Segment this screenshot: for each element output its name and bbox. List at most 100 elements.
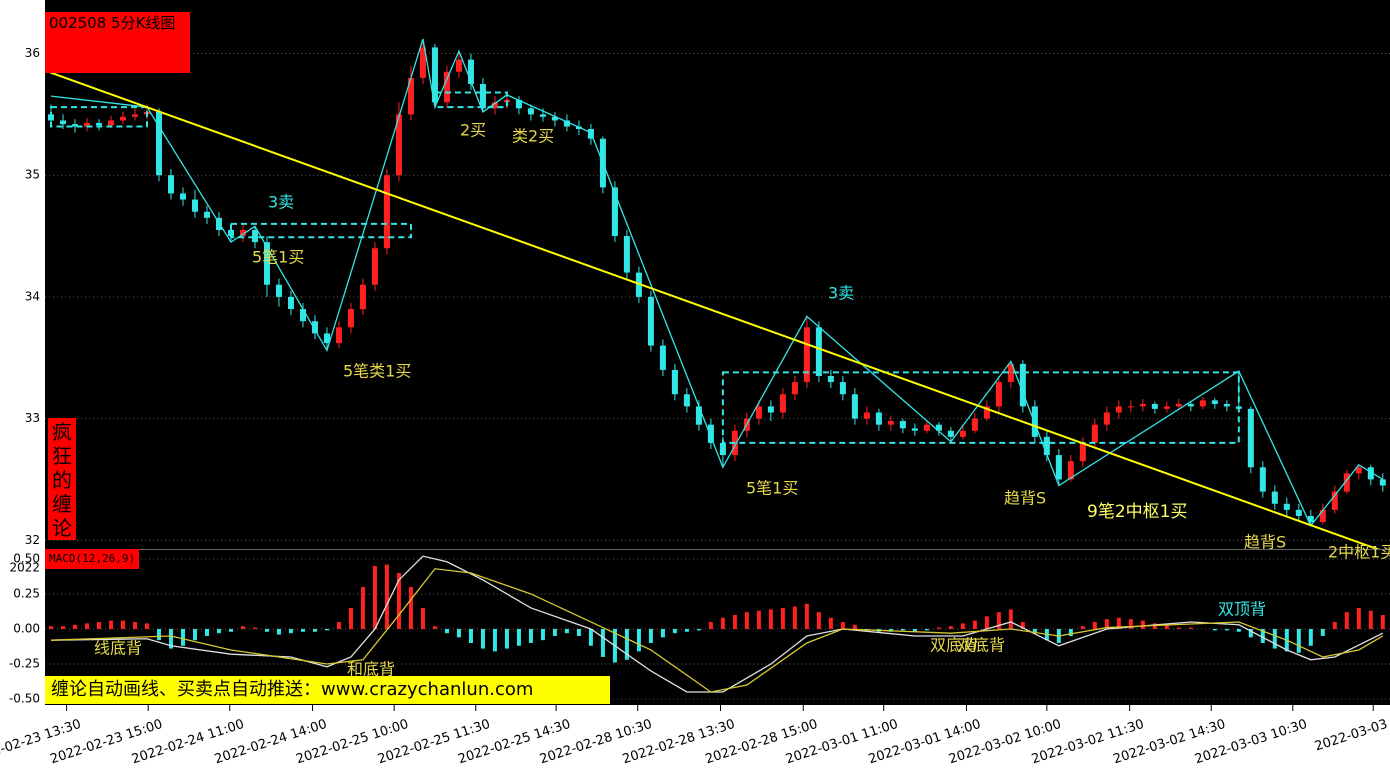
macd-bar	[588, 628, 593, 646]
candle-body	[1355, 467, 1362, 474]
macd-bar	[420, 607, 425, 629]
candle-body	[1331, 491, 1338, 510]
candle-body	[611, 187, 618, 237]
macd-bar	[1104, 619, 1109, 629]
macd-bar	[192, 628, 197, 641]
macd-bar	[1320, 628, 1325, 636]
candle-body	[1367, 467, 1374, 480]
y-tick-label: 32	[25, 533, 40, 547]
macd-bar	[1212, 628, 1217, 631]
macd-bar	[720, 617, 725, 629]
macd-bar	[696, 628, 701, 631]
dea-line	[50, 568, 1384, 693]
pivot-box	[229, 222, 412, 239]
macd-bar	[132, 621, 137, 629]
annotation: 5笔1买	[252, 248, 304, 267]
macd-bar	[1176, 627, 1181, 629]
macd-bar	[996, 612, 1001, 629]
y-tick-label: 35	[25, 168, 40, 182]
macd-bar	[348, 607, 353, 629]
candle-body	[971, 418, 978, 431]
bi-line	[50, 38, 1384, 527]
candle-body	[779, 394, 786, 413]
macd-bar	[396, 572, 401, 629]
candle-body	[443, 71, 450, 103]
macd-annotation: 和底背	[347, 660, 395, 679]
candle-body	[719, 442, 726, 456]
candle-body	[515, 99, 522, 109]
candle-body	[107, 120, 114, 126]
macd-tick-label: 0.50	[13, 551, 40, 565]
macd-bar	[120, 620, 125, 629]
macd-bar	[972, 620, 977, 629]
candle-body	[851, 394, 858, 419]
candle-body	[551, 116, 558, 121]
candle-body	[923, 424, 930, 431]
macd-bar	[672, 628, 677, 634]
macd-bar	[948, 626, 953, 629]
candle-body	[1223, 403, 1230, 407]
candle-body	[959, 430, 966, 437]
candle-body	[707, 424, 714, 443]
macd-bar	[384, 564, 389, 629]
macd-bar	[912, 628, 917, 632]
candle-body	[1343, 473, 1350, 492]
macd-tick-label: 0.00	[13, 621, 40, 635]
macd-bar	[48, 626, 53, 629]
candle-body	[1091, 424, 1098, 443]
candle-body	[947, 430, 954, 437]
macd-bar	[324, 628, 329, 631]
candle-body	[875, 412, 882, 425]
macd-bar	[492, 628, 497, 652]
macd-bar	[1140, 620, 1145, 629]
annotation: 趋背S	[1244, 533, 1286, 552]
macd-bar	[456, 628, 461, 638]
candle-body	[1211, 400, 1218, 404]
candle-body	[155, 111, 162, 176]
candle-body	[383, 175, 390, 249]
candle-body	[683, 394, 690, 407]
candle-body	[407, 77, 414, 115]
macd-bar	[768, 609, 773, 629]
candle-body	[1103, 412, 1110, 425]
candle-body	[239, 229, 246, 237]
macd-annotation: 线底背	[94, 639, 142, 658]
candle-body	[827, 375, 834, 383]
macd-bar	[648, 628, 653, 643]
candle-body	[1247, 408, 1254, 468]
y-tick-label: 34	[25, 289, 40, 303]
candle-body	[263, 242, 270, 285]
macd-bar	[96, 621, 101, 629]
candle-body	[791, 382, 798, 395]
macd-bar	[168, 628, 173, 649]
macd-bar	[732, 614, 737, 629]
macd-bar	[1296, 628, 1301, 653]
macd-bar	[1032, 628, 1037, 634]
candle-body	[1307, 515, 1314, 523]
macd-bar	[804, 603, 809, 629]
macd-annotation: 双顶背	[1218, 600, 1266, 619]
candle-body	[311, 321, 318, 334]
candle-body	[767, 406, 774, 413]
macd-bar	[780, 607, 785, 629]
y-tick-label: 33	[25, 411, 40, 425]
macd-bar	[600, 628, 605, 657]
candle-body	[335, 327, 342, 344]
macd-bar	[276, 628, 281, 635]
macd-bar	[1248, 628, 1253, 638]
candle-body	[1319, 509, 1326, 523]
y-tick-label: 36	[25, 46, 40, 60]
candle-body	[431, 47, 438, 103]
macd-bar	[960, 623, 965, 629]
macd-bar	[408, 586, 413, 629]
macd-bar	[1380, 614, 1385, 629]
macd-bar	[72, 624, 77, 629]
candle-body	[539, 114, 546, 117]
candle-body	[395, 114, 402, 176]
candle-body	[323, 333, 330, 344]
macd-bar	[540, 628, 545, 641]
annotation: 9笔2中枢1买	[1087, 502, 1187, 522]
macd-bar	[312, 628, 317, 632]
candle-body	[899, 421, 906, 429]
macd-bar	[228, 628, 233, 632]
